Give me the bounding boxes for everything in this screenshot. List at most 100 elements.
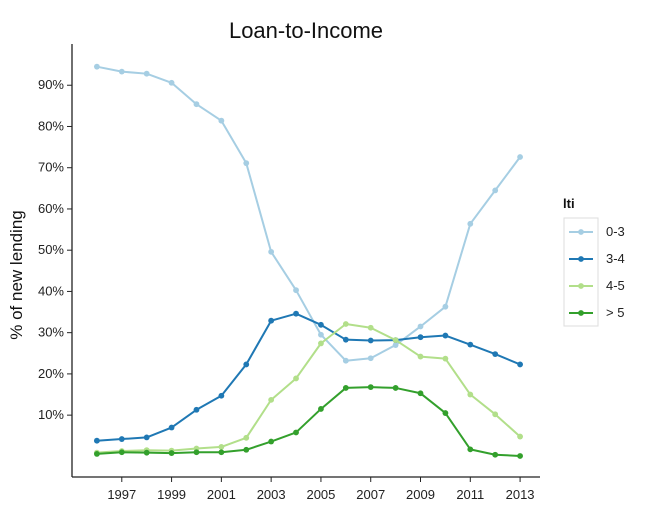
legend-label-3-4: 3-4 xyxy=(606,251,625,266)
data-point-4-5 xyxy=(268,396,275,403)
data-point-4-5 xyxy=(392,337,399,343)
data-point-0-3 xyxy=(268,248,275,255)
data-point-4-5 xyxy=(492,411,499,418)
data-point-3-4 xyxy=(318,321,324,328)
data-point-0-3 xyxy=(367,355,374,362)
y-tick-label: 90% xyxy=(38,77,64,92)
data-point-5 xyxy=(243,446,250,453)
chart-title: Loan-to-Income xyxy=(229,18,383,43)
data-point-0-3 xyxy=(517,154,523,160)
legend-box xyxy=(563,217,599,327)
series-line-0-3 xyxy=(95,65,522,362)
data-point-3-4 xyxy=(342,336,349,343)
x-tick-label: 2005 xyxy=(306,487,335,502)
legend: lti 0-3 3-4 4-5 > 5 xyxy=(563,196,625,327)
data-point-0-3 xyxy=(442,303,449,310)
data-point-5 xyxy=(143,449,150,456)
data-point-0-3 xyxy=(417,323,424,330)
data-point-5 xyxy=(517,453,523,459)
data-point-4-5 xyxy=(318,340,324,347)
legend-marker-5 xyxy=(578,310,584,316)
series-line-4-5 xyxy=(95,323,522,454)
y-tick-label: 80% xyxy=(38,118,64,133)
y-tick-label: 70% xyxy=(38,160,64,175)
data-point-5 xyxy=(442,410,449,416)
data-point-3-4 xyxy=(243,361,250,368)
data-point-4-5 xyxy=(517,433,523,440)
data-point-3-4 xyxy=(293,310,299,317)
data-point-5 xyxy=(342,385,349,391)
data-point-0-3 xyxy=(392,342,399,348)
y-axis-label: % of new lending xyxy=(7,210,26,339)
data-point-3-4 xyxy=(118,436,125,442)
data-point-4-5 xyxy=(367,324,374,331)
legend-label-0-3: 0-3 xyxy=(606,224,625,239)
data-point-0-3 xyxy=(168,79,175,86)
data-point-4-5 xyxy=(243,434,250,441)
data-point-0-3 xyxy=(218,117,225,124)
data-point-0-3 xyxy=(293,287,299,294)
data-point-0-3 xyxy=(143,70,150,77)
data-point-4-5 xyxy=(467,391,474,398)
data-point-3-4 xyxy=(218,392,225,399)
data-point-3-4 xyxy=(492,351,499,358)
data-point-3-4 xyxy=(93,437,100,444)
data-point-0-3 xyxy=(492,187,499,194)
data-point-0-3 xyxy=(243,160,250,167)
data-point-5 xyxy=(193,449,200,456)
data-point-0-3 xyxy=(467,220,474,227)
plot-area: 10% 20% 30% 40% 50% 60% 70% 80% 90% 1997 1999 2001 2… xyxy=(38,44,540,502)
data-point-4-5 xyxy=(442,355,449,362)
legend-marker-3-4 xyxy=(578,256,584,262)
series-line-3-4 xyxy=(95,312,522,442)
data-point-5 xyxy=(467,446,474,453)
data-point-3-4 xyxy=(417,334,424,341)
legend-marker-4-5 xyxy=(578,283,584,289)
data-point-3-4 xyxy=(193,406,200,413)
x-tick-label: 2001 xyxy=(207,487,236,502)
data-point-3-4 xyxy=(143,434,150,441)
legend-items: 0-3 3-4 4-5 > 5 xyxy=(569,224,625,320)
data-point-0-3 xyxy=(193,101,200,108)
data-point-5 xyxy=(318,406,324,412)
data-point-3-4 xyxy=(442,332,449,339)
y-tick-label: 60% xyxy=(38,201,64,216)
data-point-5 xyxy=(367,384,374,391)
y-tick-label: 30% xyxy=(38,325,64,340)
data-point-0-3 xyxy=(342,357,349,364)
x-tick-label: 2011 xyxy=(456,487,484,502)
data-point-5 xyxy=(417,390,424,397)
x-tick-label: 2007 xyxy=(356,487,385,502)
data-point-5 xyxy=(492,451,499,458)
y-tick-label: 50% xyxy=(38,242,64,257)
data-point-4-5 xyxy=(417,353,424,360)
data-point-3-4 xyxy=(467,341,474,348)
data-point-3-4 xyxy=(268,317,275,324)
data-point-5 xyxy=(218,449,225,456)
data-point-5 xyxy=(118,449,125,456)
data-point-0-3 xyxy=(118,68,125,75)
data-point-3-4 xyxy=(517,361,523,368)
y-tick-label: 10% xyxy=(38,407,64,422)
x-tick-label: 2009 xyxy=(406,487,435,502)
x-tick-label: 1999 xyxy=(157,487,186,502)
data-point-0-3 xyxy=(93,63,100,70)
data-point-5 xyxy=(293,429,299,436)
x-tick-label: 1997 xyxy=(107,487,136,502)
series-line-5 xyxy=(95,386,522,457)
data-point-5 xyxy=(93,451,100,457)
y-tick-label: 20% xyxy=(38,366,64,381)
data-point-0-3 xyxy=(318,331,324,338)
legend-label-5: > 5 xyxy=(606,305,624,320)
data-point-5 xyxy=(168,450,175,456)
data-point-5 xyxy=(392,385,399,391)
data-point-3-4 xyxy=(367,337,374,344)
legend-title: lti xyxy=(563,196,575,211)
data-point-3-4 xyxy=(168,424,175,431)
legend-label-4-5: 4-5 xyxy=(606,278,625,293)
data-point-4-5 xyxy=(293,375,299,382)
x-tick-label: 2003 xyxy=(257,487,286,502)
data-point-5 xyxy=(268,438,275,445)
data-point-4-5 xyxy=(342,321,349,327)
